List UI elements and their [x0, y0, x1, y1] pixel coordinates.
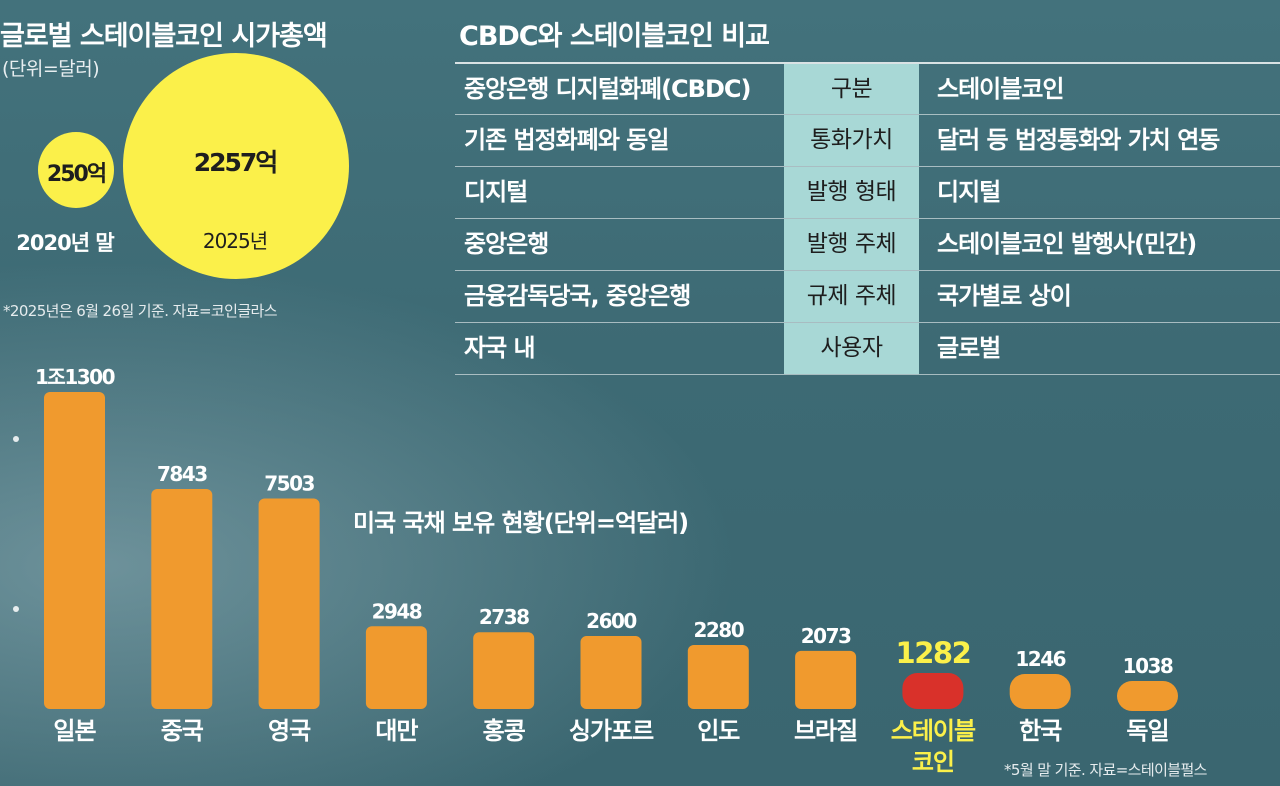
table-row: 기존 법정화폐와 동일 통화가치 달러 등 법정통화와 가치 연동	[455, 115, 1280, 167]
stablecoin-cell: 달러 등 법정통화와 가치 연동	[937, 126, 1220, 154]
cbdc-cell: 기존 법정화폐와 동일	[464, 126, 669, 154]
bar-6	[687, 645, 749, 709]
cbdc-cell: 디지털	[464, 178, 528, 206]
bar-value-label: 2948	[372, 599, 422, 623]
year-2020: 2020년 말	[16, 231, 114, 255]
bar-10	[1117, 681, 1178, 711]
category-label: 독일	[1126, 717, 1168, 745]
category-label: 중국	[161, 717, 204, 745]
stablecoin-cell: 스테이블코인	[937, 75, 1064, 103]
cbdc-cell: 자국 내	[464, 334, 536, 362]
market-cap-title: 글로벌 스테이블코인 시가총액	[0, 21, 328, 52]
bar-value-label: 2073	[801, 624, 851, 648]
decor-dot	[13, 606, 19, 612]
category-label: 인도	[697, 717, 740, 745]
category-cell: 구분	[784, 64, 919, 114]
table-row: 디지털 발행 형태 디지털	[455, 167, 1280, 219]
table-row: 자국 내 사용자 글로벌	[455, 323, 1280, 375]
chart-note: *5월 말 기준. 자료=스테이블펄스	[1004, 761, 1207, 779]
bar-value-label: 1282	[896, 636, 971, 670]
category-cell: 사용자	[784, 323, 919, 374]
bar-7	[795, 650, 857, 709]
category-cell: 발행 형태	[784, 167, 919, 218]
decor-dot	[13, 436, 19, 442]
bar-2	[258, 498, 320, 709]
table-row: 금융감독당국, 중앙은행 규제 주체 국가별로 상이	[455, 271, 1280, 323]
market-cap-unit: (단위=달러)	[2, 58, 100, 80]
category-cell: 발행 주체	[784, 219, 919, 270]
stablecoin-cell: 디지털	[937, 178, 1001, 206]
category-label: 브라질	[794, 717, 857, 745]
comparison-table: 중앙은행 디지털화폐(CBDC) 구분 스테이블코인 기존 법정화폐와 동일 통…	[455, 62, 1280, 375]
category-cell: 통화가치	[784, 115, 919, 166]
value-2025: 2257억	[193, 148, 279, 177]
bar-value-label: 1조1300	[35, 365, 115, 389]
bar-value-label: 1246	[1015, 647, 1065, 671]
category-label: 영국	[268, 717, 311, 745]
category-label: 코인	[912, 748, 954, 776]
category-label: 홍콩	[483, 717, 526, 745]
bar-5	[580, 636, 642, 709]
bar-4	[473, 632, 535, 709]
bar-value-label: 2738	[479, 605, 529, 629]
bar-9	[1009, 674, 1071, 709]
category-label: 일본	[53, 717, 96, 745]
circle-2020	[38, 132, 114, 208]
value-2020: 250억	[46, 162, 107, 187]
comparison-title: CBDC와 스테이블코인 비교	[459, 21, 770, 52]
stablecoin-cell: 국가별로 상이	[937, 282, 1072, 310]
table-row: 중앙은행 디지털화폐(CBDC) 구분 스테이블코인	[455, 62, 1280, 115]
category-label: 스테이블	[891, 717, 976, 745]
bar-3	[365, 626, 427, 709]
bar-1	[151, 488, 213, 709]
category-cell: 규제 주체	[784, 271, 919, 322]
table-row: 중앙은행 발행 주체 스테이블코인 발행사(민간)	[455, 219, 1280, 271]
bar-0	[44, 392, 105, 709]
category-label: 한국	[1019, 717, 1062, 745]
year-2025: 2025년	[202, 229, 268, 253]
cbdc-cell: 중앙은행 디지털화폐(CBDC)	[464, 75, 751, 103]
cbdc-cell: 중앙은행	[464, 230, 549, 258]
bar-8	[902, 673, 964, 709]
bar-value-label: 7843	[157, 462, 207, 486]
bar-value-label: 7503	[264, 472, 314, 496]
category-label: 대만	[375, 717, 418, 745]
stablecoin-cell: 글로벌	[937, 334, 1001, 362]
bar-value-label: 2280	[693, 618, 743, 642]
category-label: 싱가포르	[569, 717, 654, 745]
chart-title: 미국 국채 보유 현황(단위=억달러)	[353, 509, 689, 537]
market-cap-note: *2025년은 6월 26일 기준. 자료=코인글라스	[3, 302, 278, 320]
circle-2025	[123, 53, 349, 279]
cbdc-cell: 금융감독당국, 중앙은행	[464, 282, 691, 310]
bar-value-label: 2600	[586, 609, 636, 633]
stablecoin-cell: 스테이블코인 발행사(민간)	[937, 230, 1197, 258]
bar-value-label: 1038	[1123, 654, 1173, 678]
